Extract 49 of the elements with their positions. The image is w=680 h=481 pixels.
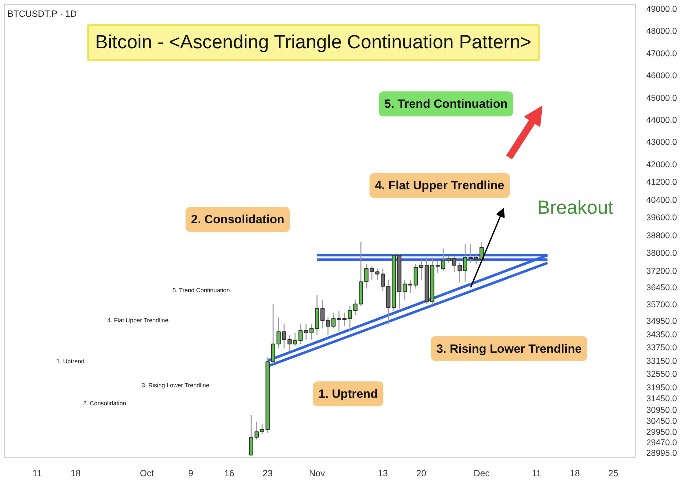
y-tick-label: 44000.0 [646,114,678,125]
x-tick-label: 18 [70,468,81,478]
y-tick-label: 28995.0 [646,448,678,458]
x-tick-label: 23 [262,468,273,478]
annotation: 1. Uptrend [318,387,378,402]
x-tick-label: 16 [224,468,234,478]
x-tick-label: Dec [474,468,490,478]
y-tick-label: 31450.0 [646,394,678,404]
y-tick-label: 34950.0 [646,316,678,326]
x-tick-label: 9 [188,468,194,478]
y-tick-label: 41200.0 [646,177,678,188]
y-tick-label: 34350.0 [646,329,678,340]
x-tick-label: 13 [378,468,388,478]
y-tick-label: 29950.0 [646,426,678,437]
y-tick-label: 30950.0 [646,404,678,415]
text: Bitcoin - <Ascending Triangle Continuation Pattern> [95,32,532,54]
annotation: 4. Flat Upper Trendline [375,178,505,193]
y-tick-label: 42000.0 [646,159,678,170]
x-tick-label: Oct [140,468,155,478]
y-tick-label: 29470.0 [646,438,678,448]
y-tick-label: 47000.0 [646,48,678,58]
y-tick-label: 40400.0 [646,194,678,205]
x-tick-label: 11 [32,468,42,478]
y-tick-label: 49000.0 [646,4,678,14]
y-tick-label: 35700.0 [646,299,678,310]
y-tick-label: 39600.0 [646,212,678,223]
y-tick-label: 38000.0 [646,248,678,258]
y-tick-label: 45000.0 [646,92,678,103]
y-tick-label: 36450.0 [646,282,678,293]
y-tick-label: 32550.0 [646,369,678,380]
y-tick-label: 31950.0 [646,382,678,393]
annotation: 5. Trend Continuation [384,97,508,112]
x-tick-label: 11 [532,468,542,478]
x-tick-label: 18 [570,468,580,478]
text: BTCUSDT.P · 1D [8,9,78,20]
y-tick-label: 43000.0 [646,137,678,148]
y-tick-label: 38800.0 [646,230,678,240]
y-tick-label: 48000.0 [646,26,678,36]
annotation: 3. Rising Lower Trendline [436,342,582,356]
x-tick-label: Nov [309,468,326,478]
annotation: 2. Consolidation [191,212,285,227]
annotation: Breakout [538,198,614,219]
y-tick-label: 46000.0 [646,70,678,81]
x-tick-label: 20 [416,468,427,478]
y-tick-label: 30450.0 [646,416,678,426]
y-tick-label: 37200.0 [646,266,678,276]
y-tick-label: 33750.0 [646,342,678,353]
x-tick-label: 25 [608,468,619,478]
y-tick-label: 33150.0 [646,356,678,366]
